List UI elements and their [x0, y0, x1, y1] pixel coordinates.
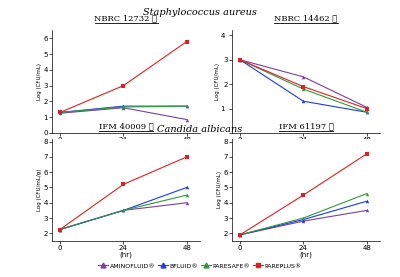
Y-axis label: Log (CFU/mL/g): Log (CFU/mL/g) [37, 169, 42, 211]
Legend: AMINOFLUID®, BFLUID®, PARESAFE®, PAREPLUS®: AMINOFLUID®, BFLUID®, PARESAFE®, PAREPLU… [96, 261, 304, 271]
X-axis label: (hr): (hr) [120, 143, 132, 150]
Text: NBRC 12732 株: NBRC 12732 株 [94, 14, 158, 22]
Text: NBRC 14462 株: NBRC 14462 株 [274, 14, 338, 22]
Y-axis label: Log (CFU/mL): Log (CFU/mL) [217, 171, 222, 208]
Text: Staphylococcus aureus: Staphylococcus aureus [143, 8, 257, 17]
X-axis label: (hr): (hr) [120, 251, 132, 258]
X-axis label: (hr): (hr) [300, 251, 312, 258]
Y-axis label: Log (CFU/mL): Log (CFU/mL) [215, 63, 220, 100]
Text: IFM 40009 株: IFM 40009 株 [99, 122, 153, 130]
X-axis label: (hr): (hr) [300, 143, 312, 150]
Y-axis label: Log (CFU/mL): Log (CFU/mL) [37, 63, 42, 100]
Text: IFM 61197 株: IFM 61197 株 [278, 122, 334, 130]
Text: Candida albicans: Candida albicans [157, 125, 243, 134]
